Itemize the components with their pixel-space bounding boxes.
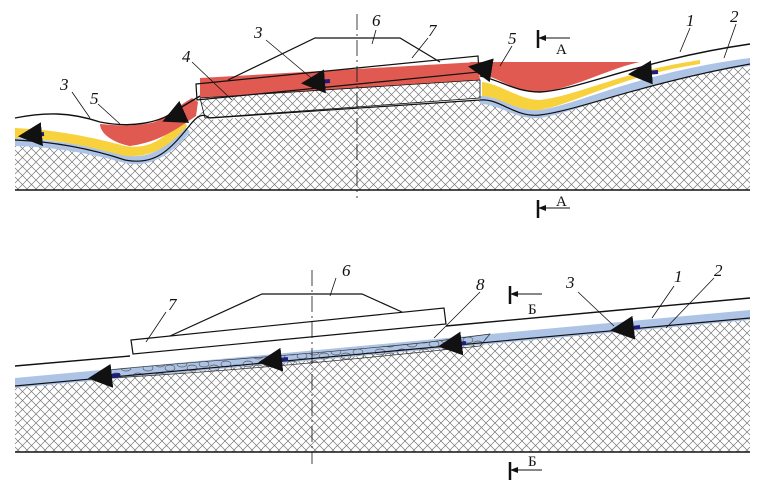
bottom-leaders xyxy=(145,277,715,343)
top-foundation xyxy=(199,79,481,119)
bottom-gravel xyxy=(109,333,491,379)
bottom-soil xyxy=(15,318,750,452)
bottom-label-water: 2 xyxy=(714,261,723,280)
section-cut-icon xyxy=(536,200,570,218)
top-red-under-slab xyxy=(200,62,480,98)
flow-arrow-icon xyxy=(18,122,45,147)
flow-arrow-icon xyxy=(610,315,641,340)
top-water-right xyxy=(480,58,750,119)
top-label-building: 6 xyxy=(372,11,381,30)
flow-arrow-icon xyxy=(88,363,121,388)
top-yellow-left xyxy=(15,118,187,157)
flow-arrow-icon xyxy=(628,60,659,85)
bottom-slab xyxy=(130,307,447,355)
bottom-ground-surface xyxy=(14,297,751,367)
bottom-section-upper: Б xyxy=(528,302,537,318)
bottom-building xyxy=(169,293,403,337)
top-label-foundation: 4 xyxy=(182,47,191,66)
top-label-frost-right: 5 xyxy=(508,29,517,48)
section-cut-icon xyxy=(508,286,542,304)
top-label-water: 2 xyxy=(730,7,739,26)
top-leaders xyxy=(71,23,737,125)
section-cut-icon xyxy=(536,30,570,48)
bottom-label-slab: 7 xyxy=(168,295,178,314)
top-building xyxy=(227,37,441,81)
top-diagram: 3 5 4 3 6 7 5 1 2 А А xyxy=(14,7,751,218)
top-red-right xyxy=(470,62,640,92)
bottom-section-lower: Б xyxy=(528,454,537,470)
flow-arrow-icon xyxy=(301,69,331,94)
flow-arrow-icon xyxy=(468,58,494,83)
top-label-surface: 1 xyxy=(686,11,695,30)
bottom-label-gravel: 8 xyxy=(476,275,485,294)
top-label-flow-left: 3 xyxy=(59,75,69,94)
bottom-diagram: 7 6 8 3 1 2 Б Б xyxy=(14,261,751,480)
top-soil xyxy=(15,64,750,190)
top-water-left xyxy=(15,126,190,165)
section-cut-icon xyxy=(508,462,542,480)
bottom-label-surface: 1 xyxy=(674,267,683,286)
flow-arrow-icon xyxy=(438,331,467,356)
flow-arrow-icon xyxy=(162,100,190,123)
bottom-label-flow: 3 xyxy=(565,273,575,292)
bottom-label-building: 6 xyxy=(342,261,351,280)
flow-arrow-icon xyxy=(258,347,289,372)
top-soil-line xyxy=(14,63,751,162)
top-label-frost-left: 5 xyxy=(90,89,99,108)
top-red-left xyxy=(100,98,198,146)
top-label-slab: 7 xyxy=(428,21,438,40)
top-section-upper: А xyxy=(556,42,567,58)
top-section-lower: А xyxy=(556,194,567,210)
top-label-flow-upper: 3 xyxy=(253,23,263,42)
